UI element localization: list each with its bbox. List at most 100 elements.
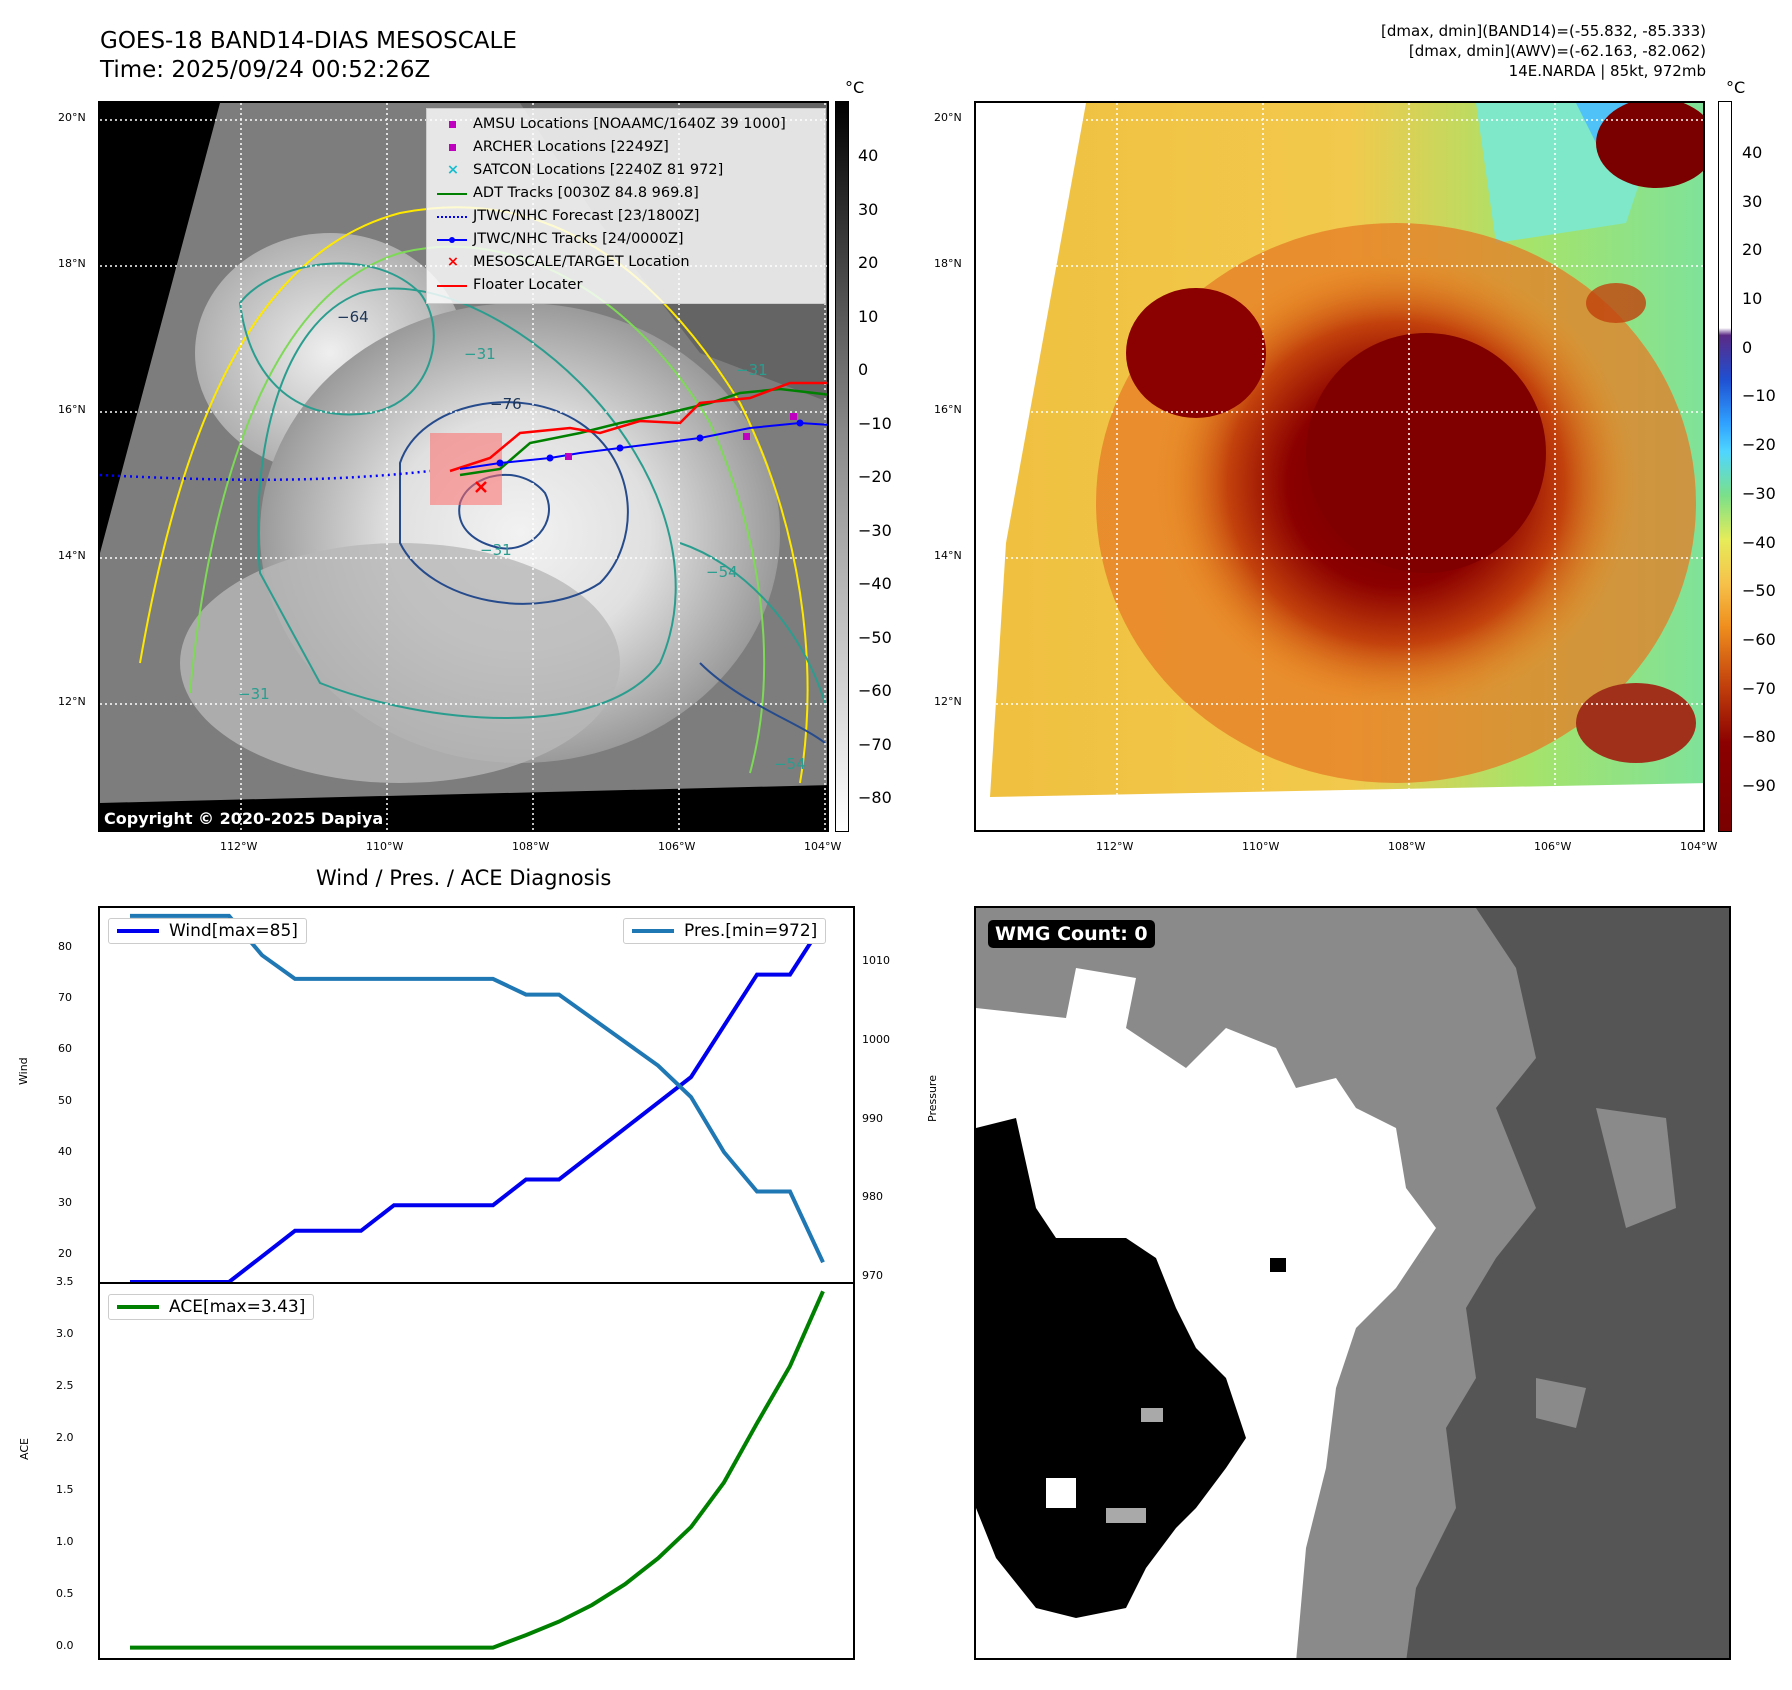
- lat-label: 20°N: [934, 111, 962, 124]
- ir-colorbar-tick: −50: [858, 627, 892, 647]
- square-marker-icon: [433, 136, 473, 159]
- x-marker-icon: ×: [446, 254, 460, 270]
- wind-pres-plot: [98, 906, 855, 1284]
- pressure-line-icon: [632, 929, 674, 933]
- wind-tick: 50: [58, 1093, 72, 1107]
- lat-label: 20°N: [58, 111, 86, 124]
- ace-tick: 1.5: [56, 1482, 74, 1496]
- ir-colorbar-tick: −30: [858, 520, 892, 540]
- wind-legend-label: Wind[max=85]: [169, 921, 298, 941]
- legend-label: JTWC/NHC Forecast [23/1800Z]: [473, 208, 700, 224]
- lat-label: 16°N: [934, 403, 962, 416]
- copyright-text: Copyright © 2020-2025 Dapiya: [104, 809, 384, 828]
- legend-tracks: JTWC/NHC Tracks [24/0000Z]: [433, 228, 819, 251]
- ace-tick: 0.0: [56, 1638, 74, 1652]
- storm-info: 14E.NARDA | 85kt, 972mb: [1508, 62, 1706, 80]
- pressure-tick: 1010: [862, 954, 890, 968]
- ace-plot-area: [130, 1290, 825, 1650]
- lon-label: 104°W: [1680, 840, 1718, 853]
- ir-colorbar-tick: −10: [858, 413, 892, 433]
- ir-map-legend: AMSU Locations [NOAAMC/1640Z 39 1000] AR…: [426, 108, 826, 304]
- ir-colorbar-tick: 0: [858, 360, 869, 379]
- awv-colorbar-tick: 20: [1742, 240, 1763, 260]
- legend-target: × MESOSCALE/TARGET Location: [433, 251, 819, 274]
- wind-tick: 30: [58, 1196, 72, 1210]
- ir-colorbar: [835, 101, 849, 832]
- line-icon: [433, 182, 473, 205]
- ir-colorbar-tick: −40: [858, 574, 892, 593]
- wind-line-icon: [117, 929, 159, 933]
- legend-label: JTWC/NHC Tracks [24/0000Z]: [473, 231, 684, 247]
- wind-tick: 70: [58, 991, 72, 1005]
- lon-label: 110°W: [1242, 840, 1280, 853]
- legend-label: ADT Tracks [0030Z 84.8 969.8]: [473, 185, 699, 201]
- legend-label: ARCHER Locations [2249Z]: [473, 139, 669, 155]
- pressure-tick: 1000: [862, 1032, 890, 1046]
- wmg-panel: WMG Count: 0: [974, 906, 1731, 1660]
- legend-satcon: × SATCON Locations [2240Z 81 972]: [433, 159, 819, 182]
- line-icon: [433, 274, 473, 297]
- ir-colorbar-tick: −80: [858, 788, 892, 807]
- ace-legend-label: ACE[max=3.43]: [169, 1297, 306, 1317]
- awv-map-imagery: [976, 103, 1703, 830]
- ir-map-panel: AMSU Locations [NOAAMC/1640Z 39 1000] AR…: [98, 101, 829, 832]
- band14-range: [dmax, dmin](BAND14)=(-55.832, -85.333): [1381, 22, 1706, 40]
- lon-label: 108°W: [512, 840, 550, 853]
- lat-label: 12°N: [58, 695, 86, 708]
- awv-colorbar: [1718, 101, 1732, 832]
- dotted-line-icon: [433, 205, 473, 228]
- lat-label: 14°N: [58, 549, 86, 562]
- lon-label: 112°W: [220, 840, 258, 853]
- lat-label: 12°N: [934, 695, 962, 708]
- awv-colorbar-tick: 30: [1742, 191, 1763, 211]
- ir-colorbar-tick: 30: [858, 199, 879, 219]
- x-marker-icon: ×: [446, 162, 460, 178]
- awv-colorbar-unit: °C: [1726, 78, 1746, 97]
- awv-colorbar-tick: −70: [1742, 678, 1776, 698]
- ace-tick: 2.5: [56, 1378, 74, 1392]
- contour-label: −64: [337, 308, 369, 326]
- series-line-0: [130, 1290, 825, 1650]
- wind-tick: 80: [58, 939, 72, 953]
- ace-tick: 3.0: [56, 1326, 74, 1340]
- square-marker-icon: [433, 113, 473, 136]
- lon-label: 106°W: [658, 840, 696, 853]
- ace-line-icon: [117, 1305, 159, 1309]
- lat-label: 18°N: [58, 257, 86, 270]
- diagnosis-title: Wind / Pres. / ACE Diagnosis: [316, 866, 612, 890]
- wind-tick: 60: [58, 1042, 72, 1056]
- series-line-1: [130, 913, 825, 1264]
- awv-colorbar-tick: −80: [1742, 727, 1776, 747]
- wind-legend: Wind[max=85]: [108, 918, 307, 944]
- ir-colorbar-tick: −70: [858, 734, 892, 754]
- legend-amsu: AMSU Locations [NOAAMC/1640Z 39 1000]: [433, 113, 819, 136]
- legend-label: SATCON Locations [2240Z 81 972]: [473, 162, 724, 178]
- awv-colorbar-tick: 0: [1742, 337, 1753, 357]
- ace-tick: 3.5: [56, 1275, 74, 1288]
- ace-axis-label: ACE: [18, 1438, 31, 1460]
- lat-label: 18°N: [934, 257, 962, 270]
- legend-adt: ADT Tracks [0030Z 84.8 969.8]: [433, 182, 819, 205]
- ir-colorbar-tick: −60: [858, 681, 892, 700]
- ace-tick: 1.0: [56, 1534, 74, 1548]
- awv-colorbar-tick: −10: [1742, 386, 1776, 406]
- ir-colorbar-tick: 10: [858, 306, 879, 326]
- wind-axis-label: Wind: [17, 1057, 30, 1085]
- contour-label: −54: [706, 563, 738, 581]
- contour-label: −76: [490, 395, 522, 413]
- wmg-count-badge: WMG Count: 0: [988, 920, 1155, 948]
- contour-label: −31: [736, 361, 768, 379]
- contour-label: −31: [238, 685, 270, 703]
- ace-legend: ACE[max=3.43]: [108, 1294, 315, 1320]
- awv-colorbar-tick: 40: [1742, 143, 1763, 162]
- legend-archer: ARCHER Locations [2249Z]: [433, 136, 819, 159]
- legend-label: MESOSCALE/TARGET Location: [473, 254, 690, 270]
- figure-time: Time: 2025/09/24 00:52:26Z: [100, 57, 431, 83]
- awv-range: [dmax, dmin](AWV)=(-62.163, -82.062): [1408, 42, 1706, 60]
- lon-label: 108°W: [1388, 840, 1426, 853]
- pressure-tick: 990: [862, 1111, 883, 1125]
- figure-title: GOES-18 BAND14-DIAS MESOSCALE: [100, 28, 517, 54]
- awv-colorbar-tick: −60: [1742, 629, 1776, 649]
- awv-colorbar-tick: −20: [1742, 435, 1776, 455]
- ir-colorbar-tick: 20: [858, 253, 879, 272]
